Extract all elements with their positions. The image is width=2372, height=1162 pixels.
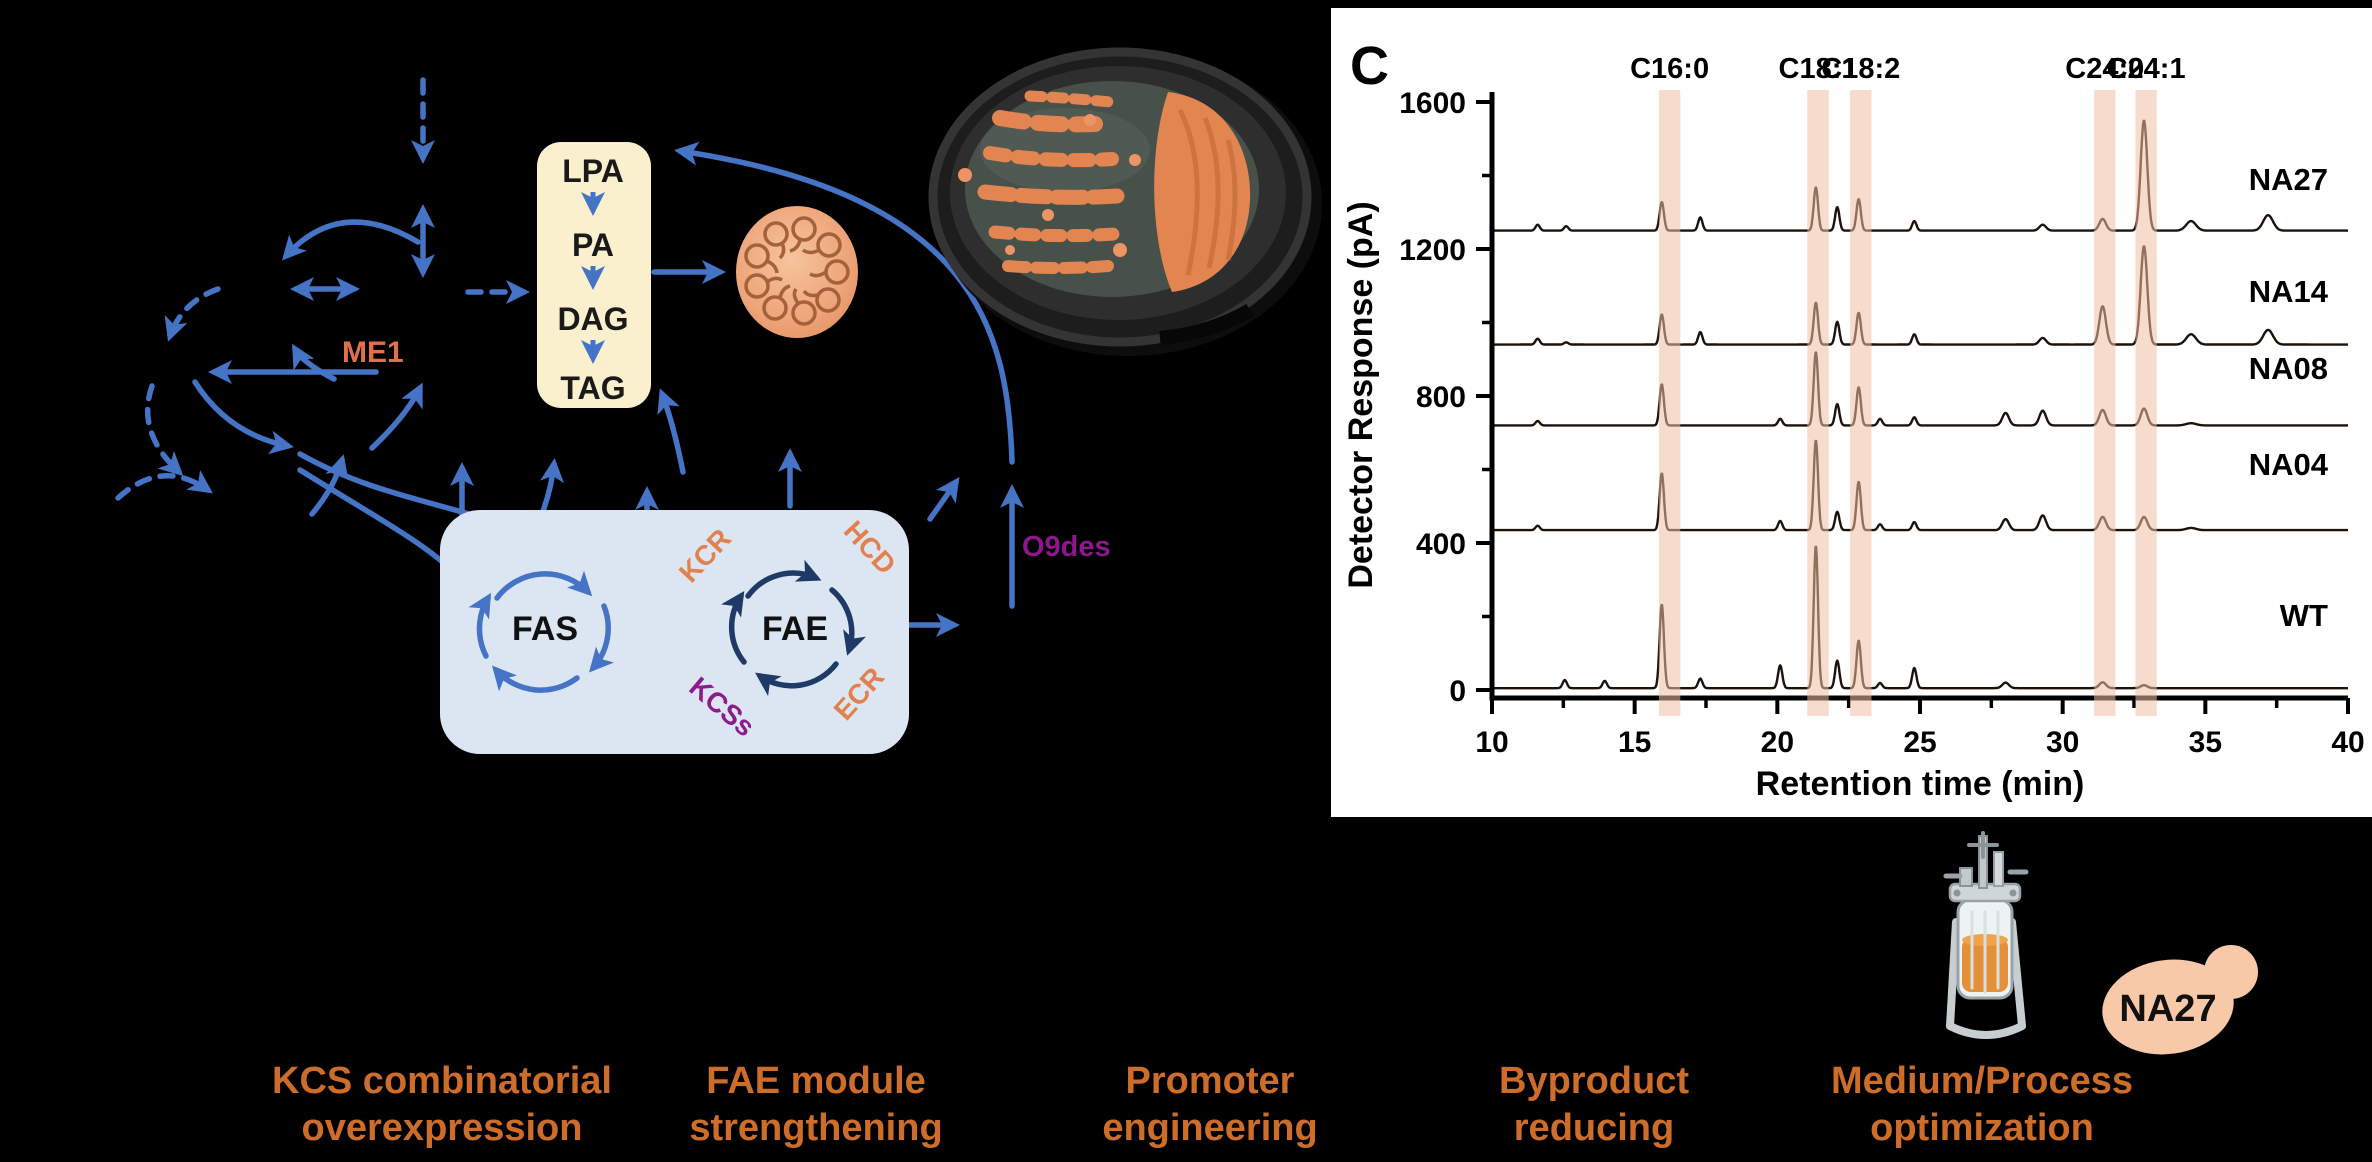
peak-label-C18:1: C18:1 bbox=[1779, 53, 1858, 85]
strategy-fae-line2: strengthening bbox=[689, 1107, 943, 1149]
xtick-label-30: 30 bbox=[2046, 726, 2079, 759]
dashed-arc-arrow-1 bbox=[164, 286, 221, 342]
strategy-fae-line1: FAE module bbox=[706, 1060, 926, 1102]
strategy-kcs-line1: KCS combinatorial bbox=[272, 1060, 612, 1102]
ytick-label-400: 400 bbox=[1416, 528, 1466, 561]
lipid-cell-icon bbox=[736, 206, 858, 338]
trace-WT bbox=[1491, 545, 2349, 690]
bioreactor-icon bbox=[1943, 831, 2029, 1039]
fas-cycle bbox=[468, 570, 614, 693]
trace-label-NA14: NA14 bbox=[2249, 274, 2329, 309]
trace-NA27 bbox=[1491, 119, 2349, 232]
petri-dish-image bbox=[928, 47, 1322, 356]
xtick-label-20: 20 bbox=[1761, 726, 1794, 759]
xtick-label-25: 25 bbox=[1903, 726, 1936, 759]
highlight-band-C18:1 bbox=[1807, 90, 1829, 716]
trace-NA08 bbox=[1491, 351, 2349, 427]
trace-label-WT: WT bbox=[2280, 598, 2328, 633]
metabolite-dag: DAG bbox=[557, 301, 628, 337]
trace-NA04 bbox=[1491, 439, 2349, 532]
xtick-label-15: 15 bbox=[1618, 726, 1651, 759]
strategy-byproduct: Byproduct reducing bbox=[1354, 1058, 1834, 1152]
strategy-promoter-line2: engineering bbox=[1102, 1107, 1318, 1149]
highlight-band-C18:2 bbox=[1850, 90, 1872, 716]
strategy-fae: FAE module strengthening bbox=[576, 1058, 1056, 1152]
trace-NA14 bbox=[1491, 245, 2349, 346]
peak-label-C16:0: C16:0 bbox=[1630, 53, 1709, 85]
acyl-box: LPA PA DAG TAG bbox=[537, 142, 651, 408]
elongation-box-bg bbox=[440, 510, 909, 754]
xtick-label-35: 35 bbox=[2189, 726, 2222, 759]
strategy-promoter-line1: Promoter bbox=[1125, 1060, 1295, 1102]
strategy-medium-line1: Medium/Process bbox=[1831, 1060, 2133, 1102]
metabolite-pa: PA bbox=[572, 227, 614, 263]
ytick-label-1200: 1200 bbox=[1399, 234, 1466, 267]
curve-into-tag bbox=[657, 388, 686, 475]
strain-name-label: NA27 bbox=[2119, 988, 2216, 1030]
metabolite-lpa: LPA bbox=[562, 153, 624, 189]
xtick-label-10: 10 bbox=[1475, 726, 1508, 759]
colony-dots bbox=[958, 114, 1141, 257]
chromatogram-chart: WT NA04 NA08 NA14 NA27 0 400 800 1200 1600 10 15 20 2… bbox=[1342, 53, 2365, 803]
strategy-promoter: Promoter engineering bbox=[970, 1058, 1450, 1152]
dashed-arc-arrow-2 bbox=[144, 383, 184, 477]
y-axis-title: Detector Response (pA) bbox=[1342, 201, 1380, 588]
ytick-label-0: 0 bbox=[1449, 675, 1466, 708]
elongation-box: FAS FAE KCR HCD ECR KCSs bbox=[440, 510, 909, 754]
fae-cycle bbox=[721, 559, 866, 697]
trace-label-NA08: NA08 bbox=[2249, 351, 2328, 386]
strategy-kcs: KCS combinatorial overexpression bbox=[202, 1058, 682, 1152]
me1-curve-arrow bbox=[292, 343, 337, 382]
nervonic-to-lpa-arc bbox=[674, 141, 1015, 465]
trace-label-NA27: NA27 bbox=[2249, 162, 2328, 197]
strategy-byproduct-line1: Byproduct bbox=[1499, 1060, 1689, 1102]
panel-label: C bbox=[1350, 36, 1389, 96]
highlight-band-C24:0 bbox=[2094, 90, 2116, 716]
highlight-band-C16:0 bbox=[1658, 90, 1681, 716]
xtick-label-40: 40 bbox=[2331, 726, 2364, 759]
strategy-kcs-line2: overexpression bbox=[301, 1107, 583, 1149]
peak-label-C24:0: C24:0 bbox=[2065, 53, 2144, 85]
ytick-label-800: 800 bbox=[1416, 381, 1466, 414]
enzyme-me1-label: ME1 bbox=[342, 336, 404, 369]
yeast-cell-icon: NA27 bbox=[2102, 945, 2258, 1055]
peak-label-C18:2: C18:2 bbox=[1821, 53, 1900, 85]
colony-streaks bbox=[977, 90, 1125, 274]
fae-label: FAE bbox=[762, 610, 828, 648]
vlcfa-up-curve bbox=[927, 477, 960, 522]
arc-left-arrow bbox=[281, 219, 421, 261]
metabolite-tag: TAG bbox=[560, 370, 625, 406]
strategy-medium: Medium/Process optimization bbox=[1742, 1058, 2222, 1152]
x-axis-title: Retention time (min) bbox=[1756, 765, 2085, 803]
fas-label: FAS bbox=[512, 610, 578, 648]
enzyme-o9des-label: O9des bbox=[1022, 531, 1111, 563]
highlight-band-C24:1 bbox=[2135, 90, 2157, 716]
up-arrow-2 bbox=[369, 382, 423, 451]
trace-label-NA04: NA04 bbox=[2249, 447, 2329, 482]
chromatogram-panel: C WT NA04 NA08 NA14 NA27 0 400 800 1200 1600 10 15 2… bbox=[1331, 8, 2372, 817]
strategy-medium-line2: optimization bbox=[1870, 1107, 2094, 1149]
strategy-byproduct-line2: reducing bbox=[1513, 1107, 1675, 1149]
peak-label-C24:1: C24:1 bbox=[2107, 53, 2186, 85]
dashed-arc-arrow-3 bbox=[115, 469, 213, 501]
ytick-label-1600: 1600 bbox=[1399, 87, 1466, 120]
arc-down-right-arrow bbox=[192, 379, 294, 455]
